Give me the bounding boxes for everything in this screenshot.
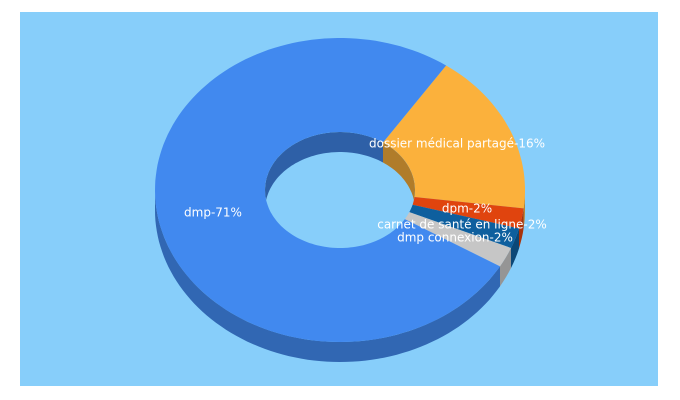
data-label: dmp-71% [184, 206, 242, 220]
slice-side [523, 190, 525, 229]
data-label: dmp connexion-2% [397, 231, 513, 245]
slice-inner-side [383, 142, 415, 210]
data-label: dossier médical partagé-16% [369, 137, 545, 151]
slice-side [155, 190, 500, 362]
side-walls [155, 190, 525, 362]
data-label: carnet de santé en ligne-2% [377, 218, 547, 232]
inner-walls [265, 132, 415, 210]
slice-side [511, 228, 519, 268]
slices [155, 38, 525, 342]
data-label: dpm-2% [442, 202, 492, 216]
slice [412, 197, 524, 229]
labels: dossier médical partagé-16% dpm-2% carnet … [184, 137, 547, 245]
slice-side [519, 208, 524, 249]
slice [409, 204, 519, 248]
slice-inner-side [265, 132, 383, 210]
slice [155, 38, 500, 342]
slice [383, 65, 525, 209]
slice [404, 212, 511, 267]
slice-side [500, 248, 511, 287]
